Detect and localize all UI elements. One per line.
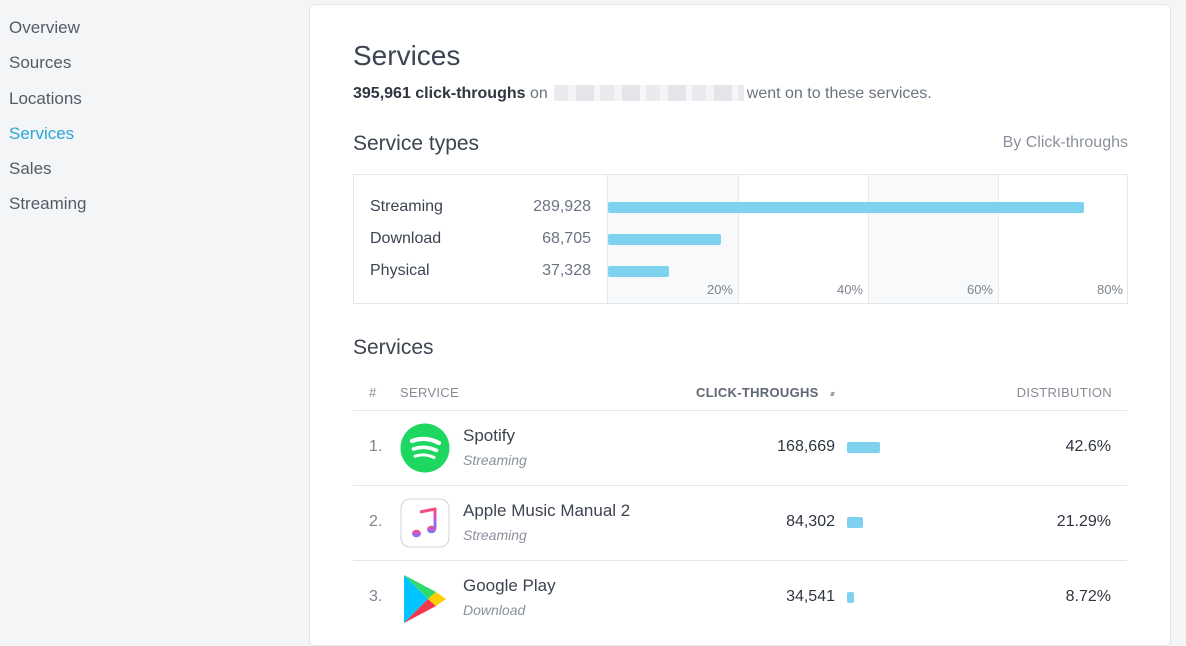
grid-line <box>868 175 869 303</box>
service-name[interactable]: Spotify <box>463 426 515 445</box>
x-tick-label: 60% <box>966 282 993 297</box>
column-header-click-throughs-label: CLICK-THROUGHS <box>696 385 819 400</box>
redacted-release-name <box>553 85 744 101</box>
column-header-click-throughs[interactable]: CLICK-THROUGHS ▲▼ <box>696 385 836 400</box>
grid-band <box>868 175 998 303</box>
click-throughs-bar <box>847 592 854 603</box>
summary-rest: went on to these services. <box>746 85 932 102</box>
category-value-download: 68,705 <box>542 230 591 247</box>
service-type: Streaming <box>463 527 527 543</box>
summary-text: 395,961 click-throughs on went on to thes… <box>353 84 932 104</box>
click-throughs-value: 84,302 <box>786 513 835 530</box>
summary-on: on <box>529 85 548 102</box>
bar-physical <box>608 266 669 277</box>
service-types-title: Service types <box>353 132 480 155</box>
sidebar-item-overview[interactable]: Overview <box>9 18 80 37</box>
service-type: Streaming <box>463 452 527 468</box>
distribution-value: 8.72% <box>1065 588 1111 605</box>
category-label-physical: Physical <box>370 262 430 279</box>
category-value-physical: 37,328 <box>542 262 591 279</box>
sidebar-item-services[interactable]: Services <box>9 124 75 143</box>
row-rank: 1. <box>369 438 383 455</box>
sidebar-item-streaming[interactable]: Streaming <box>9 194 87 213</box>
spotify-icon <box>400 423 450 473</box>
click-throughs-value: 168,669 <box>777 438 835 455</box>
column-header-service[interactable]: SERVICE <box>400 385 459 400</box>
distribution-value: 42.6% <box>1065 438 1111 455</box>
category-label-streaming: Streaming <box>370 198 443 215</box>
sidebar-item-sources[interactable]: Sources <box>9 53 72 72</box>
table-row[interactable]: 2. Apple Music Manual 2 Streaming 84,302 <box>353 485 1127 561</box>
click-throughs-bar <box>847 442 880 453</box>
sidebar-nav: Overview Sources Locations Services Sale… <box>0 0 300 636</box>
service-name[interactable]: Google Play <box>463 576 556 595</box>
category-value-streaming: 289,928 <box>533 198 591 215</box>
page-title: Services <box>353 40 461 71</box>
x-tick-label: 40% <box>836 282 863 297</box>
summary-count: 395,961 click-throughs <box>353 85 526 102</box>
bar-streaming <box>608 202 1084 213</box>
service-types-chart: Streaming 289,928 Download 68,705 Physic… <box>353 174 1128 304</box>
services-table-title: Services <box>353 336 434 359</box>
services-panel: Services 395,961 click-throughs on went o… <box>309 4 1171 646</box>
table-row[interactable]: 1. Spotify Streaming 168,669 42.6% <box>353 410 1127 486</box>
sort-icon: ▲▼ <box>828 391 836 398</box>
grid-line <box>738 175 739 303</box>
sort-by-label[interactable]: By Click-throughs <box>1002 134 1128 151</box>
row-rank: 2. <box>369 513 383 530</box>
bar-download <box>608 234 721 245</box>
sidebar-item-locations[interactable]: Locations <box>9 89 82 108</box>
column-header-rank: # <box>369 385 377 400</box>
category-label-download: Download <box>370 230 442 247</box>
google-play-icon <box>400 573 450 623</box>
distribution-value: 21.29% <box>1056 513 1111 530</box>
table-row[interactable]: 3. Google Play Download 34,541 8.72% <box>353 560 1127 636</box>
apple-music-icon <box>400 498 450 548</box>
column-header-distribution[interactable]: DISTRIBUTION <box>1016 385 1112 400</box>
x-tick-label: 20% <box>706 282 733 297</box>
service-type: Download <box>463 602 526 618</box>
click-throughs-value: 34,541 <box>786 588 835 605</box>
service-name[interactable]: Apple Music Manual 2 <box>463 501 631 520</box>
x-tick-label: 80% <box>1096 282 1123 297</box>
grid-line <box>998 175 999 303</box>
chart-plot-area: 20% 40% 60% 80% <box>607 175 1128 303</box>
row-rank: 3. <box>369 588 383 605</box>
click-throughs-bar <box>847 517 863 528</box>
sidebar-item-sales[interactable]: Sales <box>9 159 52 178</box>
